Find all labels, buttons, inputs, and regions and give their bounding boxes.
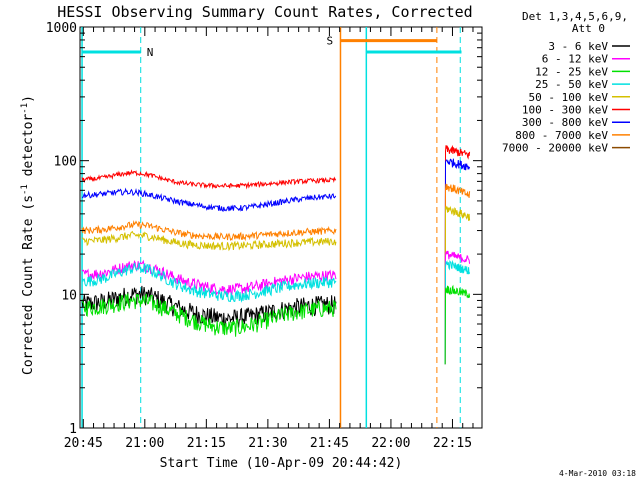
x-tick-label: 22:15 [433, 436, 472, 451]
legend-label: 7000 - 20000 keV [502, 142, 608, 155]
legend-label: 100 - 300 keV [522, 104, 608, 117]
legend-label: 3 - 6 keV [548, 40, 608, 53]
footer-date: 4-Mar-2010 03:18 [559, 469, 636, 478]
trace-6-12-kev-late [444, 250, 471, 365]
trace-300-800-kev [81, 187, 337, 212]
y-tick-label: 100 [54, 155, 77, 170]
trace-25-50-kev [81, 262, 337, 303]
x-axis-ticks: 20:45 21:00 21:15 21:30 21:45 22:00 22:15 [64, 27, 474, 451]
trace-100-300-kev [81, 169, 337, 190]
y-tick-label: 10 [61, 288, 77, 303]
plot-area: NS [79, 26, 483, 429]
legend-label: 300 - 800 keV [522, 116, 608, 129]
trace-25-50-kev-late [444, 259, 471, 365]
legend-label: 6 - 12 keV [542, 53, 609, 66]
legend-label: 25 - 50 keV [535, 78, 608, 91]
y-axis-ticks: 1 10 100 1000 [46, 21, 482, 437]
y-axis-label: Corrected Count Rate (s-1 detector-1) [20, 95, 36, 375]
legend-subtitle: Att 0 [572, 22, 605, 35]
trace-12-25-kev-late [444, 284, 471, 365]
trace-300-800-kev-late [444, 158, 471, 365]
trace-800-7000-kev-late [444, 183, 471, 365]
chart-title: HESSI Observing Summary Count Rates, Cor… [57, 3, 472, 21]
x-tick-label: 20:45 [64, 436, 103, 451]
legend-label: 12 - 25 keV [535, 65, 608, 78]
trace-100-300-kev-late [444, 144, 471, 365]
trace-50-100-kev [81, 230, 337, 252]
x-tick-label: 21:45 [310, 436, 349, 451]
trace-12-25-kev [81, 293, 337, 337]
trace-50-100-kev-late [444, 205, 471, 365]
y-tick-label: 1000 [46, 21, 77, 36]
trace-800-7000-kev [81, 220, 337, 242]
x-tick-label: 21:00 [125, 436, 164, 451]
x-tick-label: 22:00 [371, 436, 410, 451]
x-tick-label: 21:30 [248, 436, 287, 451]
x-tick-label: 21:15 [187, 436, 226, 451]
x-axis-label: Start Time (10-Apr-09 20:44:42) [160, 456, 403, 471]
y-tick-label: 1 [69, 422, 77, 437]
legend-label: 800 - 7000 keV [515, 129, 608, 142]
legend-title: Det 1,3,4,5,6,9, [522, 10, 628, 23]
flag-label-night: N [147, 46, 154, 59]
axes-frame [79, 26, 483, 429]
legend-label: 50 - 100 keV [529, 91, 609, 104]
flag-label-saa: S [326, 35, 333, 48]
